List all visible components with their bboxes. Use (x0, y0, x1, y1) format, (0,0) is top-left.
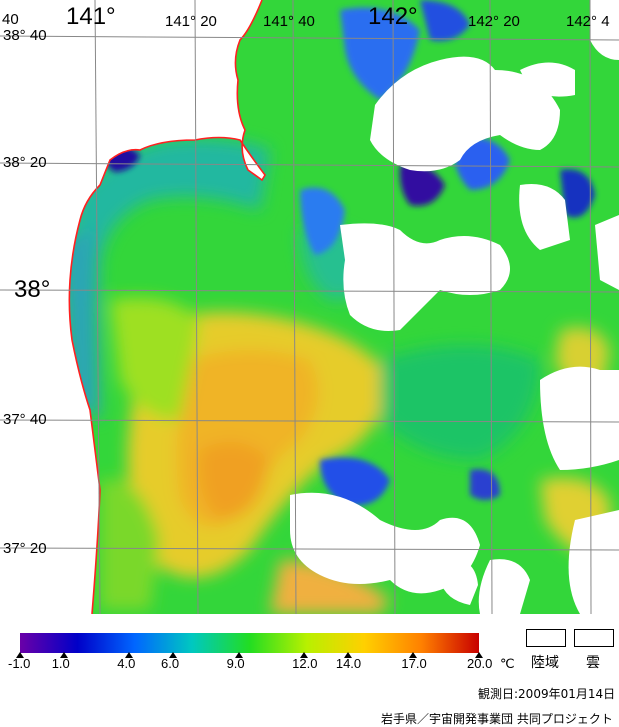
colorbar-tick-mark (169, 652, 177, 658)
colorbar-tick-mark (475, 652, 483, 658)
colorbar-tick-label: 12.0 (292, 656, 318, 671)
colorbar-tick-label: 20.0 (467, 656, 493, 671)
land-areas (0, 0, 266, 614)
colorbar-tick-mark (343, 652, 352, 658)
cold-patches (104, 0, 595, 506)
lat-label-38-40: 38° 40 (3, 27, 47, 44)
colorbar-tick-mark (59, 652, 68, 658)
colorbar-tick-label: 17.0 (401, 656, 427, 671)
colorbar-tick-label: 4.0 (117, 656, 136, 671)
lat-label-37-20: 37° 20 (3, 540, 47, 557)
lon-label-141: 141° (66, 3, 116, 30)
credit-line: 岩手県／宇宙開発事業団 共同プロジェクト (381, 712, 613, 726)
colorbar-tick-mark (16, 652, 24, 658)
colorbar-unit: ℃ (500, 656, 515, 671)
colorbar-tick-mark (409, 652, 418, 658)
colorbar-tick-mark (125, 652, 134, 658)
lat-label-38: 38° (14, 276, 51, 303)
lon-label-141-20: 141° 20 (165, 13, 217, 30)
colorbar-tick-label: 9.0 (226, 656, 245, 671)
corner-label: 40 (2, 11, 19, 28)
temperature-colorbar (20, 633, 479, 653)
lon-label-141-40: 141° 40 (263, 13, 315, 30)
lat-label-37-40: 37° 40 (3, 411, 47, 428)
colorbar-tick-label: -1.0 (8, 656, 31, 671)
colorbar-tick-mark (234, 652, 243, 658)
land-legend-swatch (526, 629, 566, 647)
lon-label-142-40: 142° 4 (566, 13, 610, 30)
colorbar-tick-label: 1.0 (51, 656, 70, 671)
graticule (0, 0, 619, 614)
lon-label-142: 142° (368, 3, 418, 30)
colorbar-tick-label: 6.0 (161, 656, 180, 671)
cloud-areas (290, 0, 619, 614)
cloud-legend-label: 雲 (586, 655, 600, 671)
lon-label-142-20: 142° 20 (468, 13, 520, 30)
colorbar-tick-label: 14.0 (335, 656, 362, 671)
lat-label-38-20: 38° 20 (3, 154, 47, 171)
land-north (0, 0, 265, 614)
observation-date: 観測日:2009年01月14日 (478, 687, 616, 701)
cloud-legend-swatch (574, 629, 614, 647)
sea-surface-temperature-map (0, 0, 619, 614)
land-legend-label: 陸域 (531, 655, 559, 671)
colorbar-tick-mark (300, 652, 309, 658)
coastline (68, 0, 266, 614)
